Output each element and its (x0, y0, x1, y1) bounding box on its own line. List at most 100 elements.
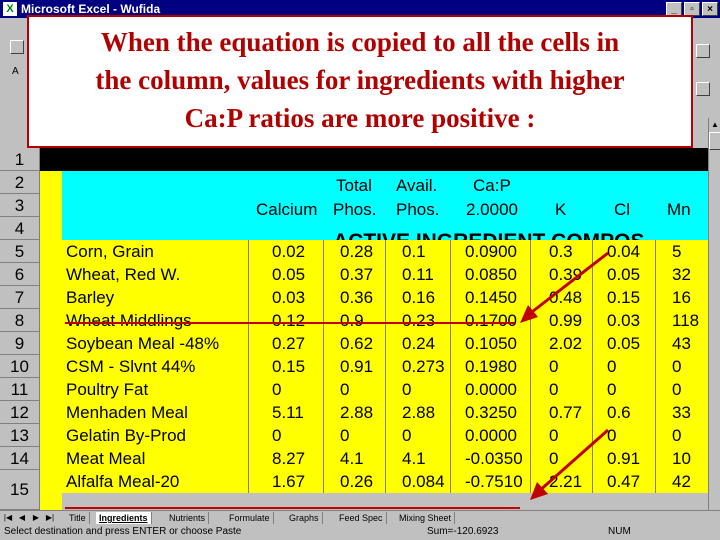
row-header-12[interactable]: 12 (0, 401, 40, 424)
cell-cl[interactable]: 0.47 (607, 472, 641, 491)
ingredient-row[interactable]: Corn, Grain 0.02 0.28 0.1 0.0900 0.3 0.04 5 (62, 240, 708, 263)
cell-calcium[interactable]: 0.15 (272, 357, 306, 376)
row-header-7[interactable]: 7 (0, 286, 40, 309)
cell-calcium[interactable]: 8.27 (272, 449, 306, 468)
tab-prev-arrow-icon[interactable]: ◀ (18, 513, 26, 522)
cell-cl[interactable]: 0.05 (607, 334, 641, 353)
ingredient-name[interactable]: Wheat Middlings (66, 311, 192, 330)
cell-total-phos[interactable]: 0.26 (340, 472, 374, 491)
spreadsheet-grid[interactable]: 1 2 3 4 5 6 7 8 9 10 11 12 13 14 15 Total Avail. Ca:P … (0, 148, 720, 510)
scroll-thumb[interactable] (709, 132, 720, 150)
ingredient-name[interactable]: Corn, Grain (66, 242, 154, 261)
ingredient-name[interactable]: Alfalfa Meal-20 (66, 472, 180, 491)
cell-calcium[interactable]: 1.67 (272, 472, 306, 491)
cell-cl[interactable]: 0 (607, 380, 617, 399)
cell-mn[interactable]: 16 (672, 288, 691, 307)
cell-k[interactable]: 0 (549, 380, 559, 399)
cell-mn[interactable]: 10 (672, 449, 691, 468)
cell-avail-phos[interactable]: 0.273 (402, 357, 445, 376)
cell-mn[interactable]: 32 (672, 265, 691, 284)
tab-nutrients[interactable]: Nutrients (166, 512, 210, 524)
row-header-1[interactable]: 1 (0, 148, 40, 171)
cell-mn[interactable]: 0 (672, 380, 682, 399)
row-header-10[interactable]: 10 (0, 355, 40, 378)
cell-total-phos[interactable]: 2.88 (340, 403, 374, 422)
cell-cap[interactable]: 0.1700 (465, 311, 517, 330)
cell-cap[interactable]: 0.0000 (465, 426, 517, 445)
cell-total-phos[interactable]: 0.91 (340, 357, 374, 376)
cell-cap[interactable]: 0.0900 (465, 242, 517, 261)
cell-avail-phos[interactable]: 0.084 (402, 472, 445, 491)
cell-cap[interactable]: 0.3250 (465, 403, 517, 422)
tab-formulate[interactable]: Formulate (226, 512, 274, 524)
ingredient-name[interactable]: CSM - Slvnt 44% (66, 357, 196, 376)
vertical-scrollbar[interactable]: ▲ (708, 118, 720, 510)
cell-calcium[interactable]: 0.02 (272, 242, 306, 261)
cell-k[interactable]: 0 (549, 449, 559, 468)
scroll-up-arrow-icon[interactable]: ▲ (709, 118, 720, 132)
cell-avail-phos[interactable]: 4.1 (402, 449, 426, 468)
cell-mn[interactable]: 33 (672, 403, 691, 422)
cell-cap[interactable]: 0.0000 (465, 380, 517, 399)
cell-mn[interactable]: 0 (672, 357, 682, 376)
cell-total-phos[interactable]: 0 (340, 380, 350, 399)
cell-cap[interactable]: 0.0850 (465, 265, 517, 284)
tab-ingredients[interactable]: Ingredients (96, 512, 152, 524)
cell-total-phos[interactable]: 0.37 (340, 265, 374, 284)
cell-cl[interactable]: 0 (607, 357, 617, 376)
cell-calcium[interactable]: 0.27 (272, 334, 306, 353)
new-document-icon[interactable] (10, 40, 24, 54)
tab-mixing-sheet[interactable]: Mixing Sheet (396, 512, 456, 524)
row-header-11[interactable]: 11 (0, 378, 40, 401)
row-header-3[interactable]: 3 (0, 194, 40, 217)
cell-k[interactable]: 2.02 (549, 334, 583, 353)
ingredient-row[interactable]: Menhaden Meal 5.11 2.88 2.88 0.3250 0.77 0.6 33 (62, 401, 708, 424)
cell-cl[interactable]: 0 (607, 426, 617, 445)
cell-cl[interactable]: 0.05 (607, 265, 641, 284)
tab-next-arrow-icon[interactable]: ▶ (32, 513, 40, 522)
ingredient-name[interactable]: Menhaden Meal (66, 403, 188, 422)
cell-cl[interactable]: 0.03 (607, 311, 641, 330)
toolbar-button[interactable] (696, 82, 710, 96)
cell-mn[interactable]: 118 (672, 311, 700, 330)
cell-calcium[interactable]: 0 (272, 380, 282, 399)
cell-k[interactable]: 0 (549, 357, 559, 376)
cell-mn[interactable]: 42 (672, 472, 691, 491)
ingredient-row[interactable]: Wheat, Red W. 0.05 0.37 0.11 0.0850 0.39 0.05 3… (62, 263, 708, 286)
cell-calcium[interactable]: 0 (272, 426, 282, 445)
cap-ratio-value[interactable]: 2.0000 (466, 200, 518, 219)
ingredient-row[interactable]: Meat Meal 8.27 4.1 4.1 -0.0350 0 0.91 10 (62, 447, 708, 470)
tab-first-arrow-icon[interactable]: |◀ (3, 513, 13, 522)
ingredient-row[interactable]: Poultry Fat 0 0 0 0.0000 0 0 0 (62, 378, 708, 401)
tab-last-arrow-icon[interactable]: ▶| (45, 513, 55, 522)
cell-cl[interactable]: 0.04 (607, 242, 641, 261)
tab-feed-spec[interactable]: Feed Spec (336, 512, 387, 524)
ingredient-row[interactable]: Alfalfa Meal-20 1.67 0.26 0.084 -0.7510 2.21 0… (62, 470, 708, 493)
cell-cl[interactable]: 0.91 (607, 449, 641, 468)
cell-avail-phos[interactable]: 2.88 (402, 403, 436, 422)
row-header-6[interactable]: 6 (0, 263, 40, 286)
cell-cap[interactable]: 0.1050 (465, 334, 517, 353)
ingredient-row[interactable]: CSM - Slvnt 44% 0.15 0.91 0.273 0.1980 0 0 0 (62, 355, 708, 378)
cell-mn[interactable]: 43 (672, 334, 691, 353)
row-header-2[interactable]: 2 (0, 171, 40, 194)
row-header-13[interactable]: 13 (0, 424, 40, 447)
ingredient-name[interactable]: Barley (66, 288, 115, 307)
cell-mn[interactable]: 5 (672, 242, 682, 261)
ingredient-name[interactable]: Poultry Fat (66, 380, 149, 399)
ingredient-name[interactable]: Gelatin By-Prod (66, 426, 186, 445)
cell-cl[interactable]: 0.15 (607, 288, 641, 307)
close-button[interactable]: × (702, 2, 718, 16)
cell-cap[interactable]: -0.7510 (465, 472, 523, 491)
cell-k[interactable]: 0.99 (549, 311, 583, 330)
cell-calcium[interactable]: 0.12 (272, 311, 306, 330)
cell-avail-phos[interactable]: 0.16 (402, 288, 436, 307)
excel-app-icon[interactable]: X (3, 2, 17, 16)
name-box-label[interactable]: A (12, 66, 19, 77)
ingredient-row[interactable]: Gelatin By-Prod 0 0 0 0.0000 0 0 0 (62, 424, 708, 447)
toolbar-button[interactable] (696, 44, 710, 58)
cell-k[interactable]: 0 (549, 426, 559, 445)
cell-calcium[interactable]: 5.11 (272, 403, 304, 422)
cell-total-phos[interactable]: 0.62 (340, 334, 374, 353)
cell-cl[interactable]: 0.6 (607, 403, 631, 422)
